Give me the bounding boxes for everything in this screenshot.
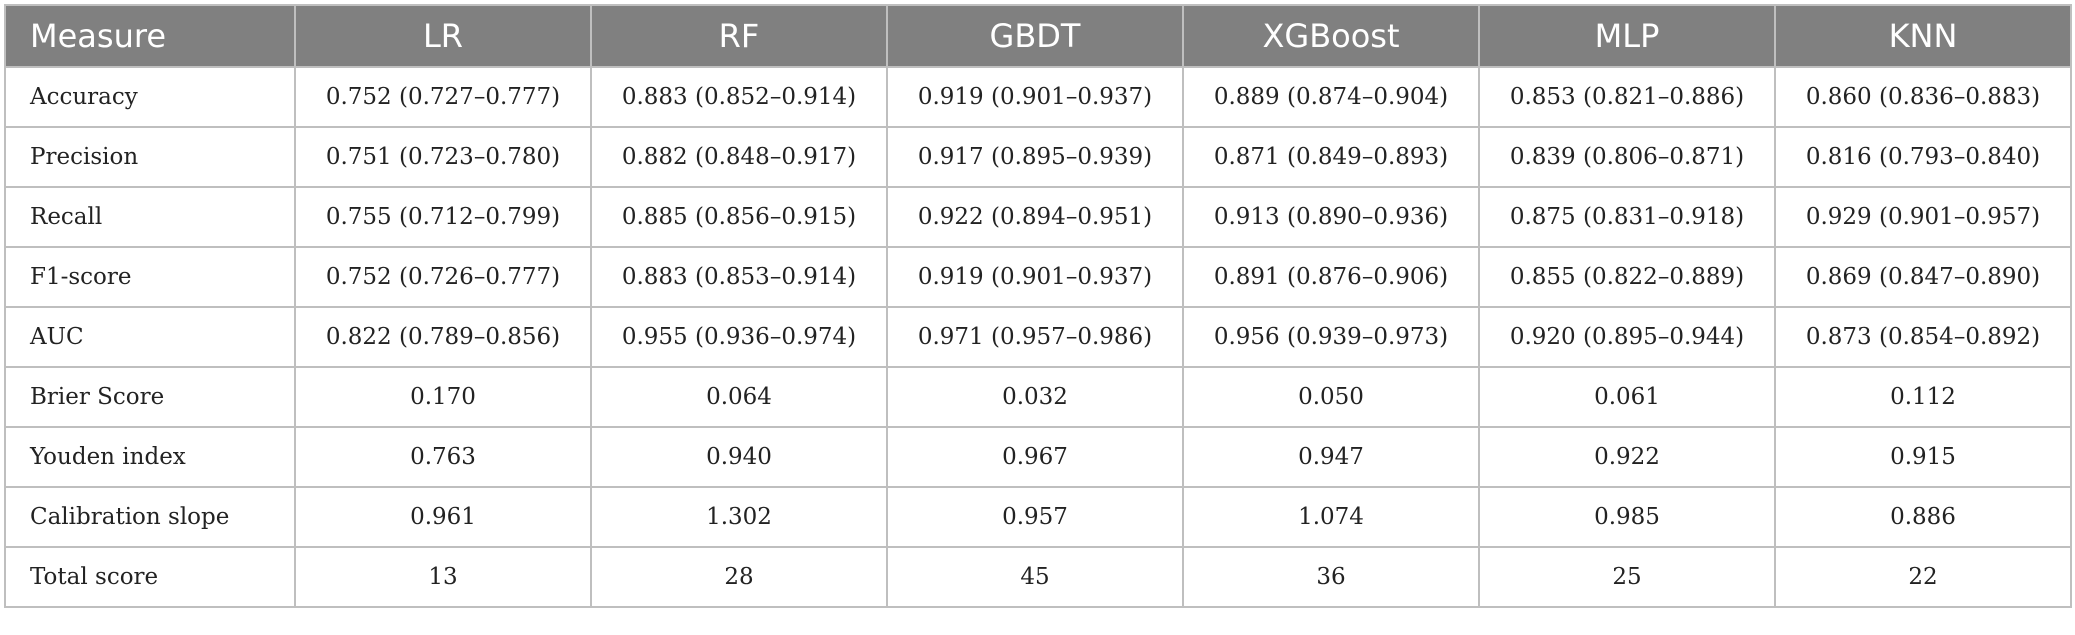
row-label: Total score <box>4 546 296 608</box>
header-lr: LR <box>294 4 592 68</box>
cell-gbdt: 0.922 (0.894–0.951) <box>886 186 1184 248</box>
cell-gbdt: 0.967 <box>886 426 1184 488</box>
cell-rf: 1.302 <box>590 486 888 548</box>
header-row: Measure LR RF GBDT XGBoost MLP KNN <box>4 4 2072 68</box>
table-row-recall: Recall 0.755 (0.712–0.799) 0.885 (0.856–… <box>4 186 2072 248</box>
cell-gbdt: 0.917 (0.895–0.939) <box>886 126 1184 188</box>
cell-knn: 0.886 <box>1774 486 2072 548</box>
table-row-auc: AUC 0.822 (0.789–0.856) 0.955 (0.936–0.9… <box>4 306 2072 368</box>
header-rf: RF <box>590 4 888 68</box>
cell-mlp: 0.875 (0.831–0.918) <box>1478 186 1776 248</box>
cell-knn: 0.929 (0.901–0.957) <box>1774 186 2072 248</box>
cell-lr: 0.170 <box>294 366 592 428</box>
row-label: Recall <box>4 186 296 248</box>
cell-mlp: 0.855 (0.822–0.889) <box>1478 246 1776 308</box>
cell-xgboost: 0.871 (0.849–0.893) <box>1182 126 1480 188</box>
table-row-youden-index: Youden index 0.763 0.940 0.967 0.947 0.9… <box>4 426 2072 488</box>
cell-lr: 0.751 (0.723–0.780) <box>294 126 592 188</box>
table-body: Accuracy 0.752 (0.727–0.777) 0.883 (0.85… <box>4 66 2072 608</box>
cell-xgboost: 0.050 <box>1182 366 1480 428</box>
header-gbdt: GBDT <box>886 4 1184 68</box>
row-label: Calibration slope <box>4 486 296 548</box>
row-label: F1-score <box>4 246 296 308</box>
cell-knn: 0.860 (0.836–0.883) <box>1774 66 2072 128</box>
cell-mlp: 0.061 <box>1478 366 1776 428</box>
cell-gbdt: 0.032 <box>886 366 1184 428</box>
cell-mlp: 0.839 (0.806–0.871) <box>1478 126 1776 188</box>
cell-mlp: 25 <box>1478 546 1776 608</box>
cell-gbdt: 45 <box>886 546 1184 608</box>
cell-mlp: 0.853 (0.821–0.886) <box>1478 66 1776 128</box>
table-row-precision: Precision 0.751 (0.723–0.780) 0.882 (0.8… <box>4 126 2072 188</box>
cell-rf: 0.883 (0.852–0.914) <box>590 66 888 128</box>
cell-rf: 0.064 <box>590 366 888 428</box>
row-label: Youden index <box>4 426 296 488</box>
table-header: Measure LR RF GBDT XGBoost MLP KNN <box>4 4 2072 68</box>
cell-lr: 13 <box>294 546 592 608</box>
cell-xgboost: 1.074 <box>1182 486 1480 548</box>
model-comparison-table: Measure LR RF GBDT XGBoost MLP KNN Accur… <box>4 4 2072 608</box>
cell-xgboost: 0.956 (0.939–0.973) <box>1182 306 1480 368</box>
cell-rf: 0.885 (0.856–0.915) <box>590 186 888 248</box>
cell-xgboost: 0.947 <box>1182 426 1480 488</box>
cell-lr: 0.752 (0.726–0.777) <box>294 246 592 308</box>
cell-lr: 0.961 <box>294 486 592 548</box>
cell-lr: 0.763 <box>294 426 592 488</box>
header-measure: Measure <box>4 4 296 68</box>
cell-lr: 0.755 (0.712–0.799) <box>294 186 592 248</box>
cell-knn: 0.112 <box>1774 366 2072 428</box>
header-knn: KNN <box>1774 4 2072 68</box>
cell-rf: 28 <box>590 546 888 608</box>
cell-knn: 0.816 (0.793–0.840) <box>1774 126 2072 188</box>
table-row-calibration-slope: Calibration slope 0.961 1.302 0.957 1.07… <box>4 486 2072 548</box>
row-label: AUC <box>4 306 296 368</box>
cell-gbdt: 0.919 (0.901–0.937) <box>886 246 1184 308</box>
cell-knn: 22 <box>1774 546 2072 608</box>
row-label: Brier Score <box>4 366 296 428</box>
row-label: Precision <box>4 126 296 188</box>
cell-gbdt: 0.971 (0.957–0.986) <box>886 306 1184 368</box>
cell-knn: 0.869 (0.847–0.890) <box>1774 246 2072 308</box>
model-comparison-table-container: Measure LR RF GBDT XGBoost MLP KNN Accur… <box>4 4 2072 608</box>
cell-lr: 0.752 (0.727–0.777) <box>294 66 592 128</box>
cell-rf: 0.940 <box>590 426 888 488</box>
header-xgboost: XGBoost <box>1182 4 1480 68</box>
cell-mlp: 0.920 (0.895–0.944) <box>1478 306 1776 368</box>
cell-xgboost: 0.913 (0.890–0.936) <box>1182 186 1480 248</box>
cell-mlp: 0.985 <box>1478 486 1776 548</box>
cell-mlp: 0.922 <box>1478 426 1776 488</box>
cell-gbdt: 0.919 (0.901–0.937) <box>886 66 1184 128</box>
cell-knn: 0.915 <box>1774 426 2072 488</box>
cell-rf: 0.882 (0.848–0.917) <box>590 126 888 188</box>
header-mlp: MLP <box>1478 4 1776 68</box>
table-row-brier-score: Brier Score 0.170 0.064 0.032 0.050 0.06… <box>4 366 2072 428</box>
cell-knn: 0.873 (0.854–0.892) <box>1774 306 2072 368</box>
cell-gbdt: 0.957 <box>886 486 1184 548</box>
cell-xgboost: 36 <box>1182 546 1480 608</box>
table-row-accuracy: Accuracy 0.752 (0.727–0.777) 0.883 (0.85… <box>4 66 2072 128</box>
cell-rf: 0.955 (0.936–0.974) <box>590 306 888 368</box>
table-row-f1-score: F1-score 0.752 (0.726–0.777) 0.883 (0.85… <box>4 246 2072 308</box>
cell-lr: 0.822 (0.789–0.856) <box>294 306 592 368</box>
cell-rf: 0.883 (0.853–0.914) <box>590 246 888 308</box>
cell-xgboost: 0.891 (0.876–0.906) <box>1182 246 1480 308</box>
table-row-total-score: Total score 13 28 45 36 25 22 <box>4 546 2072 608</box>
cell-xgboost: 0.889 (0.874–0.904) <box>1182 66 1480 128</box>
row-label: Accuracy <box>4 66 296 128</box>
